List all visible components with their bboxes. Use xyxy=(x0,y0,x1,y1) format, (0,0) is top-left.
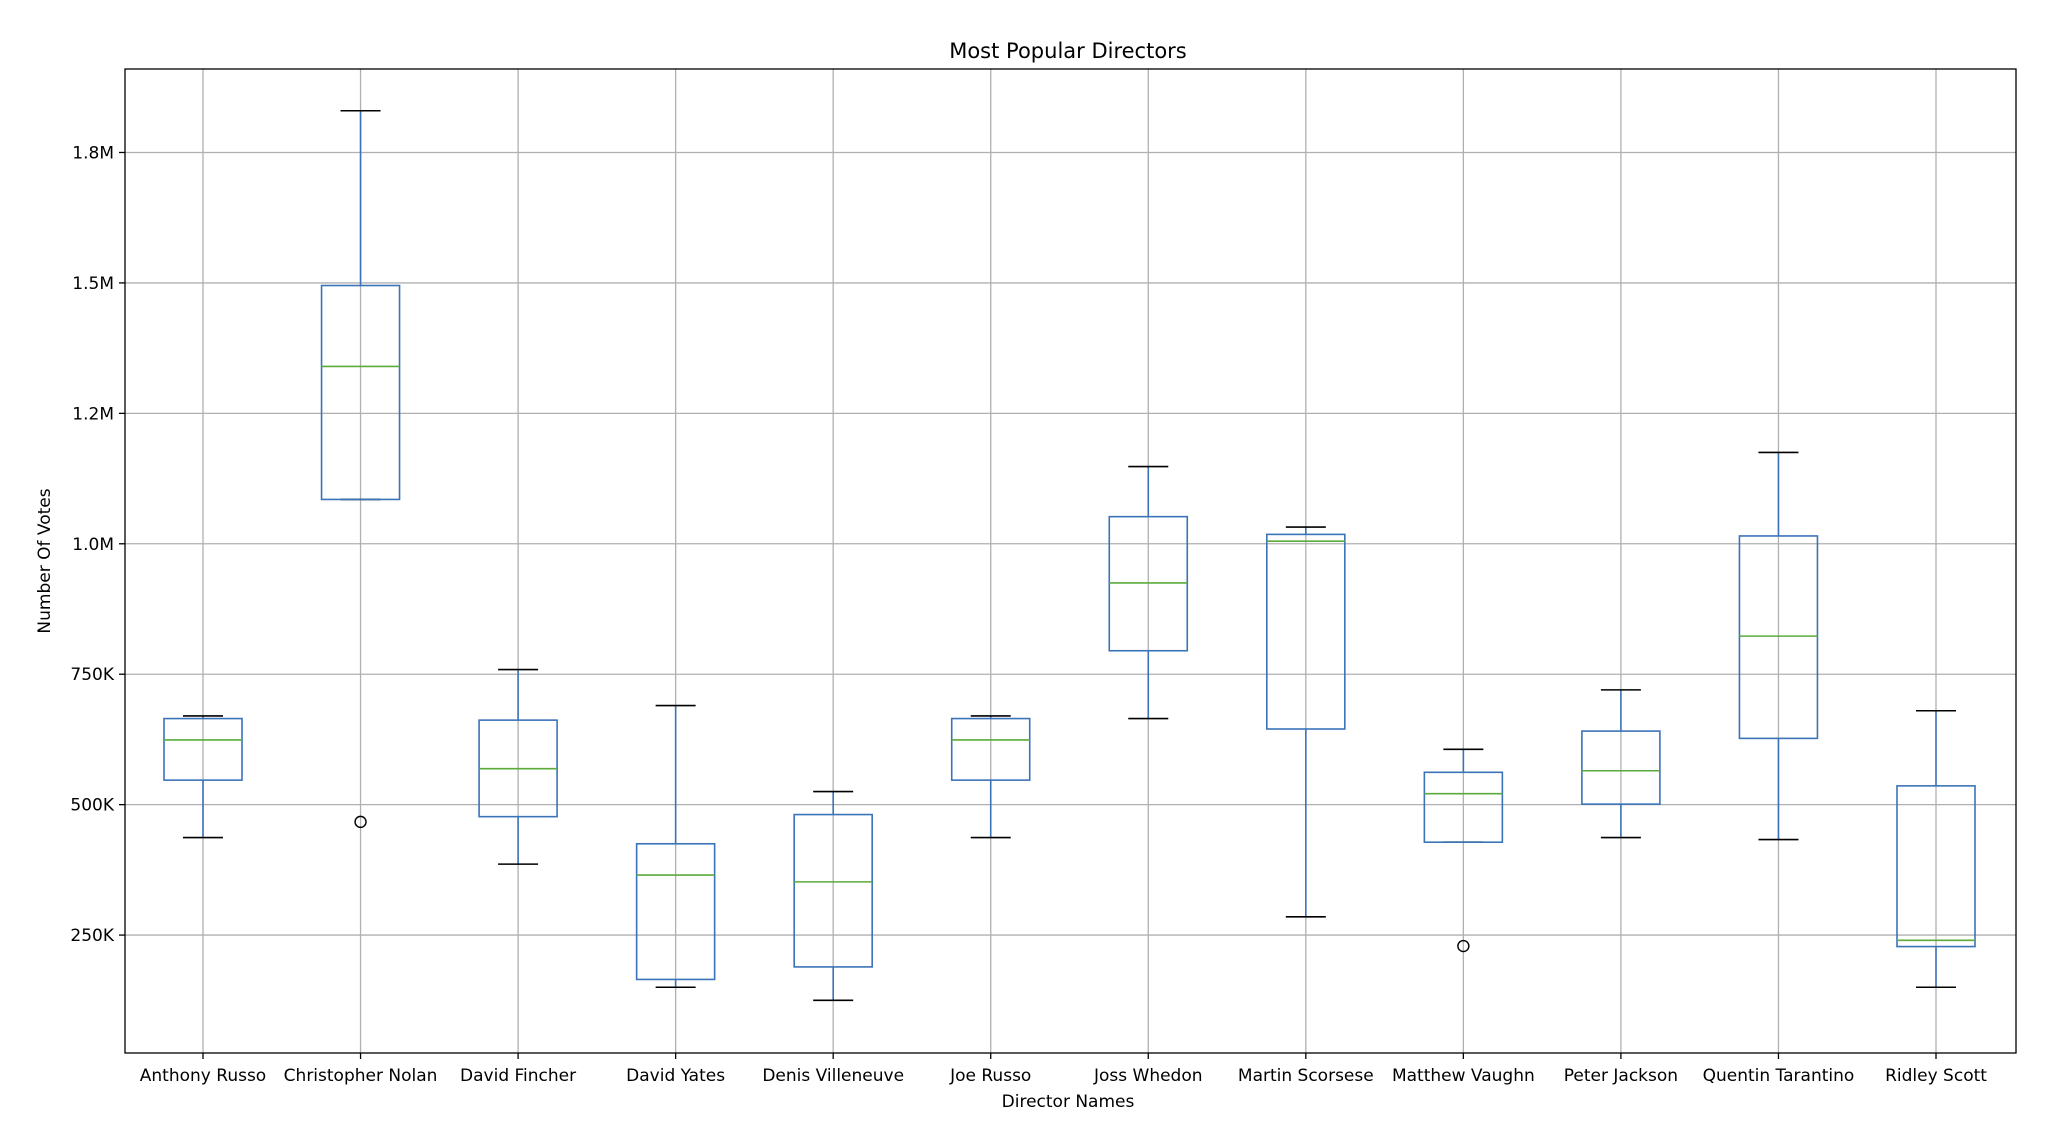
y-tick-label: 250K xyxy=(70,926,114,946)
box-group xyxy=(635,704,716,989)
box-group xyxy=(1423,748,1504,953)
grid-layer xyxy=(125,69,2016,1053)
y-tick-label: 1.8M xyxy=(72,143,114,163)
iqr-box xyxy=(950,717,1031,781)
y-tick-label: 1.0M xyxy=(72,535,114,555)
iqr-box xyxy=(1581,730,1661,805)
box-group xyxy=(1738,451,1819,841)
x-tick-label: Quentin Tarantino xyxy=(1703,1066,1855,1086)
x-tick-label: David Yates xyxy=(626,1066,725,1086)
box-group xyxy=(163,715,243,839)
iqr-box xyxy=(1423,771,1504,844)
x-tick-label: Peter Jackson xyxy=(1564,1066,1678,1086)
x-axis-label: Director Names xyxy=(1002,1092,1135,1112)
y-tick-label: 1.5M xyxy=(72,274,114,294)
x-tick-label: Joe Russo xyxy=(949,1066,1031,1086)
iqr-box xyxy=(1266,533,1346,730)
x-tick-label: Christopher Nolan xyxy=(284,1066,438,1086)
iqr-box xyxy=(635,842,716,981)
box-group xyxy=(478,668,558,865)
chart-title: Most Popular Directors xyxy=(949,39,1187,63)
box-group xyxy=(793,790,873,1002)
box-layer xyxy=(163,109,1976,1002)
plot-frame xyxy=(124,68,2017,1054)
x-tick-label: Anthony Russo xyxy=(140,1066,266,1086)
box-group xyxy=(1108,465,1189,720)
iqr-box xyxy=(793,813,873,968)
outlier-point xyxy=(354,815,367,829)
box-group xyxy=(1896,709,1976,989)
y-axis-label: Number Of Votes xyxy=(35,488,55,633)
x-tick-label: Joss Whedon xyxy=(1093,1066,1203,1086)
y-tick-label: 1.2M xyxy=(72,404,114,424)
y-tick-label: 750K xyxy=(70,665,114,685)
tick-layer: 250K 500K 750K 1.0M 1.2M 1.5M 1.8M Anthony Russ… xyxy=(70,143,1987,1086)
x-tick-label: David Fincher xyxy=(460,1066,576,1086)
box-group xyxy=(950,715,1031,839)
box-group xyxy=(1581,689,1661,839)
x-tick-label: Martin Scorsese xyxy=(1238,1066,1374,1086)
iqr-box xyxy=(163,717,243,781)
box-group xyxy=(320,109,401,829)
y-tick-label: 500K xyxy=(70,796,114,816)
box-group xyxy=(1266,526,1346,918)
x-tick-label: Ridley Scott xyxy=(1885,1066,1987,1086)
iqr-box xyxy=(1896,785,1976,948)
x-tick-label: Matthew Vaughn xyxy=(1392,1066,1535,1086)
iqr-box xyxy=(1738,535,1819,740)
outlier-point xyxy=(1457,939,1470,953)
x-tick-label: Denis Villeneuve xyxy=(762,1066,904,1086)
iqr-box xyxy=(320,284,401,501)
